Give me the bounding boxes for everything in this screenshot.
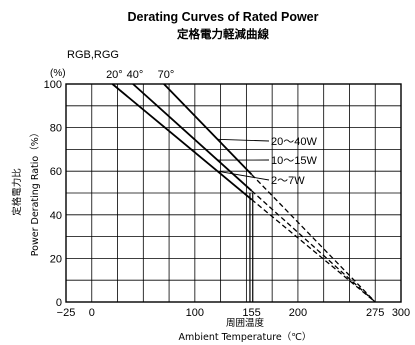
- series-line-dashed: [251, 198, 376, 303]
- axes: [65, 83, 402, 303]
- curves: [111, 83, 376, 303]
- grid: [65, 83, 402, 303]
- top-annotations: 20° 40° 70°: [106, 69, 174, 81]
- y-unit-label: (%): [50, 68, 66, 79]
- y-tick-label: 0: [56, 297, 62, 309]
- series-line: [132, 83, 253, 192]
- legend-label: 2〜7W: [271, 175, 305, 187]
- top-annotation: 70°: [158, 69, 175, 81]
- top-annotation: 40°: [127, 69, 144, 81]
- x-tick-label: 275: [366, 307, 384, 319]
- y-axis-label-jp: 定格電力比: [11, 168, 23, 216]
- y-tick-label: 60: [50, 166, 62, 178]
- series-line: [163, 83, 253, 176]
- y-axis-label: Power Derating Ratio（%）: [29, 128, 41, 256]
- top-annotation: 20°: [106, 69, 123, 81]
- chart-title: Derating Curves of Rated Power: [127, 10, 318, 24]
- x-tick-label: 200: [289, 307, 307, 319]
- legend-leader-line: [217, 138, 270, 142]
- x-tick-label: 300: [392, 307, 410, 319]
- y-tick-label: 100: [44, 79, 62, 91]
- legend-leader-line: [217, 170, 270, 181]
- y-tick-label: 80: [50, 123, 62, 135]
- x-axis-label-jp: 周囲温度: [226, 317, 265, 329]
- x-tick-label: 100: [186, 307, 204, 319]
- series-line-dashed: [251, 190, 376, 303]
- x-axis-label: Ambient Temperature（℃）: [179, 331, 312, 343]
- legend: 20〜40W 10〜15W 2〜7W: [271, 136, 317, 187]
- y-tick-label: 20: [50, 253, 62, 265]
- chart-subtitle: 定格電力軽減曲線: [177, 27, 269, 41]
- x-tick-label: −25: [57, 307, 76, 319]
- legend-label: 10〜15W: [271, 155, 317, 167]
- y-tick-label: 40: [50, 210, 62, 222]
- x-tick-label: 0: [89, 307, 95, 319]
- plot-frame: [65, 83, 402, 303]
- series-group-label: RGB,RGG: [67, 49, 119, 61]
- series-line: [111, 83, 253, 201]
- x-tick-label: 155: [242, 307, 260, 319]
- legend-label: 20〜40W: [271, 136, 317, 148]
- legend-leaders: [217, 138, 270, 181]
- series-line-dashed: [251, 173, 376, 303]
